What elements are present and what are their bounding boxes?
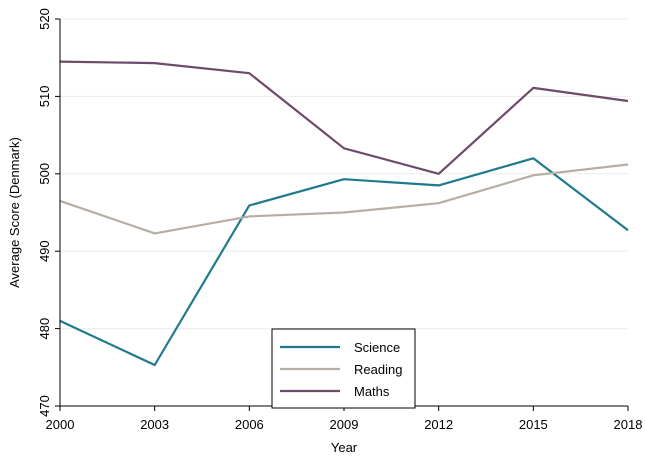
y-tick-label: 480 — [37, 318, 52, 340]
x-axis-ticks: 2000 2003 2006 2009 2012 2015 2018 — [46, 406, 643, 432]
y-axis-ticks: 470 480 490 500 510 520 — [37, 8, 60, 417]
y-tick-label: 490 — [37, 240, 52, 262]
x-axis-title: Year — [331, 440, 358, 455]
x-tick-label: 2018 — [614, 417, 643, 432]
series-lines — [59, 60, 629, 367]
y-tick-label: 510 — [37, 86, 52, 108]
x-tick-label: 2012 — [424, 417, 453, 432]
series-line-maths — [59, 60, 629, 175]
legend: Science Reading Maths — [271, 328, 416, 409]
y-tick-label: 470 — [37, 395, 52, 417]
y-tick-label: 520 — [37, 8, 52, 30]
x-tick-label: 2009 — [330, 417, 359, 432]
y-axis-title: Average Score (Denmark) — [7, 137, 22, 288]
legend-label-science: Science — [354, 340, 400, 355]
series-line-reading — [59, 163, 629, 235]
x-tick-label: 2015 — [519, 417, 548, 432]
x-tick-label: 2006 — [235, 417, 264, 432]
legend-label-reading: Reading — [354, 362, 402, 377]
x-tick-label: 2000 — [46, 417, 75, 432]
legend-label-maths: Maths — [354, 384, 390, 399]
series-line-science — [59, 157, 629, 367]
x-tick-label: 2003 — [140, 417, 169, 432]
y-tick-label: 500 — [37, 163, 52, 185]
